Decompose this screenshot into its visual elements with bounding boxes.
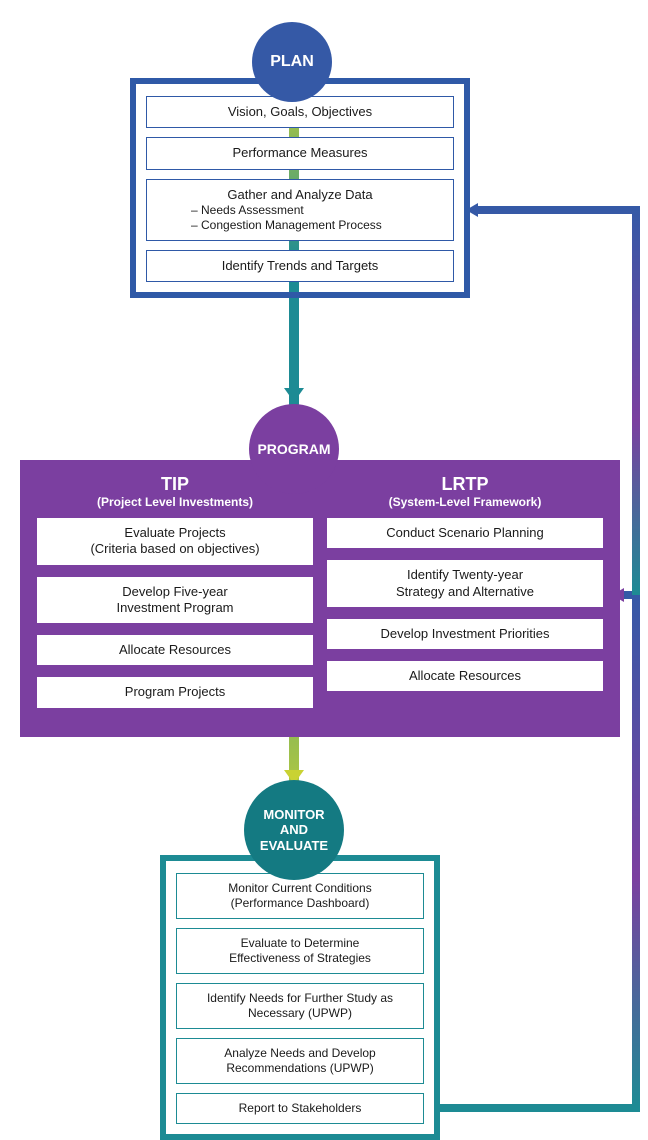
plan-badge: PLAN <box>252 22 332 102</box>
monitor-item: Monitor Current Conditions(Performance D… <box>176 873 424 919</box>
program-left-subtitle: (Project Level Investments) <box>36 495 314 509</box>
program-right-subtitle: (System-Level Framework) <box>326 495 604 509</box>
program-right-header: LRTP (System-Level Framework) <box>326 474 604 509</box>
monitor-badge-line3: EVALUATE <box>260 838 328 854</box>
program-phase-box: TIP (Project Level Investments) Evaluate… <box>20 460 620 737</box>
monitor-badge-line2: AND <box>280 822 308 838</box>
flowchart-canvas: PLAN Vision, Goals, ObjectivesPerformanc… <box>0 0 648 1122</box>
monitor-item: Report to Stakeholders <box>176 1093 424 1124</box>
program-right-title: LRTP <box>326 474 604 495</box>
program-left-items: Evaluate Projects(Criteria based on obje… <box>36 517 314 709</box>
plan-item: Gather and Analyze Data– Needs Assessmen… <box>146 179 454 241</box>
connector-arrowhead <box>284 388 304 402</box>
program-item: Evaluate Projects(Criteria based on obje… <box>36 517 314 566</box>
plan-item: Identify Trends and Targets <box>146 250 454 282</box>
plan-phase-box: Vision, Goals, ObjectivesPerformance Mea… <box>130 78 470 298</box>
plan-item: Performance Measures <box>146 137 454 169</box>
monitor-badge-line1: MONITOR <box>263 807 324 823</box>
program-item: Allocate Resources <box>36 634 314 666</box>
program-item: Identify Twenty-yearStrategy and Alterna… <box>326 559 604 608</box>
program-item: Conduct Scenario Planning <box>326 517 604 549</box>
program-item: Allocate Resources <box>326 660 604 692</box>
program-item: Program Projects <box>36 676 314 708</box>
monitor-item: Analyze Needs and Develop Recommendation… <box>176 1038 424 1084</box>
program-badge: PROGRAM <box>249 404 339 494</box>
plan-item-sub: – Needs Assessment <box>155 203 445 218</box>
program-right-items: Conduct Scenario Planning Identify Twenty… <box>326 517 604 692</box>
monitor-badge: MONITOR AND EVALUATE <box>244 780 344 880</box>
plan-badge-label: PLAN <box>270 53 314 71</box>
program-badge-label: PROGRAM <box>257 441 330 457</box>
plan-item-sub: – Congestion Management Process <box>155 218 445 233</box>
program-right-column: LRTP (System-Level Framework) Conduct Sc… <box>326 474 604 719</box>
program-left-column: TIP (Project Level Investments) Evaluate… <box>36 474 314 719</box>
monitor-item: Evaluate to DetermineEffectiveness of St… <box>176 928 424 974</box>
program-item: Develop Investment Priorities <box>326 618 604 650</box>
monitor-item: Identify Needs for Further Study as Nece… <box>176 983 424 1029</box>
monitor-phase-box: Monitor Current Conditions(Performance D… <box>160 855 440 1140</box>
program-item: Develop Five-yearInvestment Program <box>36 576 314 625</box>
